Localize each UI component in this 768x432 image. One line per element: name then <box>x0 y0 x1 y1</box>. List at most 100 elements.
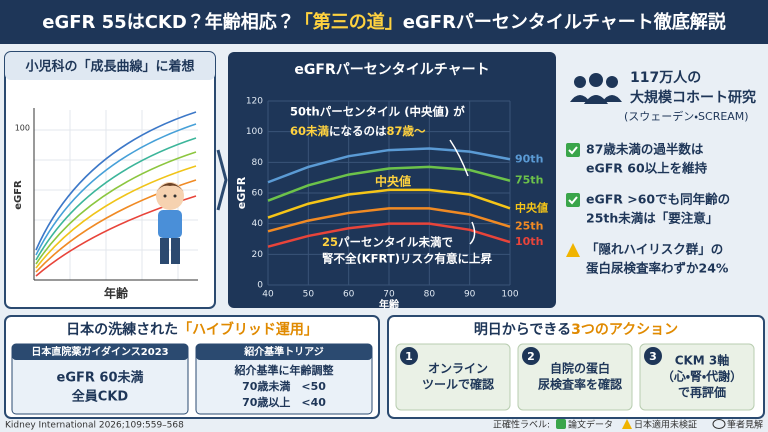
inspiration-header <box>5 52 215 80</box>
warning-icon <box>566 243 580 257</box>
annotation: 60未満になるのは87歳〜 <box>290 124 426 138</box>
annotation: 腎不全(KFRT)リスク有意に上昇 <box>322 252 492 266</box>
header-title: eGFR 55はCKD？年齢相応？「第三の道」eGFRパーセンタイルチャート徹底… <box>42 11 726 33</box>
study-item-text: 87歳未満の過半数は <box>586 142 704 157</box>
annotation-part: になるのは <box>329 124 387 138</box>
x-tick-label: 100 <box>501 290 518 300</box>
check-icon <box>566 143 580 157</box>
header-bar <box>0 0 768 44</box>
y-axis-label: eGFR <box>13 180 24 210</box>
series-line <box>267 147 511 184</box>
study-item-text: eGFR >60でも同年齢の <box>586 192 730 207</box>
annotation: 50thパーセンタイル (中央値) が <box>290 105 465 119</box>
label-title: 正確性ラベル: <box>493 419 550 431</box>
study-text: 大規模コホート研究 <box>630 89 756 106</box>
accuracy-label: 論文データ <box>568 419 613 431</box>
action-text: CKM 3軸 <box>675 353 730 368</box>
x-tick-label: 60 <box>343 290 355 300</box>
triage-text: 70歳未満 <50 <box>242 379 326 393</box>
y-tick-label: 100 <box>15 124 30 133</box>
check-icon <box>566 193 580 207</box>
y-tick-label: 100 <box>246 127 263 137</box>
triage-text: 70歳以上 <40 <box>242 395 326 409</box>
action-text: （心・腎・代謝） <box>662 369 742 384</box>
annotation-arrow <box>449 139 469 177</box>
series-label: 25th <box>515 220 543 233</box>
triage-title: 紹介基準トリアジ <box>243 345 324 358</box>
plot: 0 20 40 60 80 100 120 40 50 60 70 80 90 100 年齢 eGFR 90th… <box>235 97 548 312</box>
title-highlight: 「第三の道」 <box>295 11 403 33</box>
people-icon <box>570 73 622 104</box>
action-number: 3 <box>649 350 657 363</box>
y-axis-label: eGFR <box>235 176 248 209</box>
y-tick-label: 20 <box>252 250 264 260</box>
citation: Kidney International 2026;109:559–568 <box>5 421 184 431</box>
arrow <box>216 149 228 211</box>
series-label: 75th <box>515 174 543 187</box>
study-item-text: 「隠れハイリスク群」の <box>586 242 723 257</box>
annotation-highlight: 60未満 <box>290 124 330 138</box>
x-tick-label: 40 <box>262 290 274 300</box>
guideline-title: 日本直院薬ガイダインス2023 <box>31 345 168 358</box>
series-label: 10th <box>515 235 543 248</box>
action-text: ツールで確認 <box>422 377 494 392</box>
action-card <box>395 343 511 411</box>
study-item-text: 蛋白尿検査率わずか24% <box>586 261 729 276</box>
title-part: eGFRパーセンタイルチャート徹底解説 <box>403 11 726 33</box>
x-axis-label: 年齢 <box>379 298 400 311</box>
x-tick-label: 50 <box>303 290 315 300</box>
action-number-badge <box>644 347 662 365</box>
x-tick-label: 90 <box>464 290 476 300</box>
chart-panel <box>228 52 556 308</box>
actions-title: 明日からできる3つのアクション <box>474 322 678 338</box>
annotation: 25パーセンタイル未満で <box>322 235 453 249</box>
action-card <box>639 343 755 411</box>
guideline-text: eGFR 60未満 <box>57 370 144 386</box>
annotation-highlight: 25 <box>322 235 338 249</box>
bubble-icon <box>712 419 726 429</box>
warning-icon <box>622 419 632 429</box>
title-highlight: 3つのアクション <box>571 322 678 338</box>
title-part: eGFR 55はCKD？年齢相応？ <box>42 11 295 33</box>
action-number: 1 <box>405 350 413 363</box>
check-mark <box>568 146 578 155</box>
guideline-header <box>12 344 188 360</box>
annotation-highlight: 87歳〜 <box>387 124 427 138</box>
triage-text: 紹介基準に年齢調整 <box>234 363 335 377</box>
y-tick-label: 40 <box>252 219 264 229</box>
study-text: 117万人の <box>630 70 701 86</box>
title-part: 日本の洗練された <box>66 321 178 338</box>
series-line <box>267 222 511 248</box>
guideline-text: 全員CKD <box>72 389 129 405</box>
series-line <box>267 188 511 219</box>
x-tick-label: 80 <box>424 290 436 300</box>
study-item-text: 25th未満は「要注意」 <box>586 211 718 226</box>
triage-header <box>196 344 372 360</box>
growth-curves <box>35 111 197 277</box>
accuracy-label: 日本適用未検証 <box>634 419 697 431</box>
x-tick-label: 70 <box>383 290 395 300</box>
study-item-text: eGFR 60以上を維持 <box>586 161 708 176</box>
action-number-badge <box>522 347 540 365</box>
x-axis-label: 年齢 <box>104 286 129 301</box>
annotation-arrow <box>469 221 476 245</box>
chart-title: eGFRパーセンタイルチャート <box>294 62 489 78</box>
child-icon <box>156 182 184 264</box>
action-text: 自院の蛋白 <box>550 361 610 376</box>
median-label: 中央値 <box>375 174 411 189</box>
accuracy-label: 筆者見解 <box>727 419 763 431</box>
y-tick-label: 0 <box>257 281 263 291</box>
study-items: 87歳未満の過半数は eGFR 60以上を維持 eGFR >60でも同年齢の 25th… <box>566 142 730 276</box>
series-label: 中央値 <box>515 200 548 214</box>
action-text: 尿検査率を確認 <box>538 377 622 392</box>
series-line <box>267 165 511 202</box>
check-icon <box>556 419 566 429</box>
japan-title: 日本の洗練された「ハイブリッド運用」 <box>66 321 318 338</box>
inspiration-title: 小児科の「成長曲線」に着想 <box>25 59 194 75</box>
action-text: オンライン <box>428 362 488 376</box>
title-part: 明日からできる <box>474 322 571 338</box>
annotation-part: パーセンタイル未満で <box>338 235 453 249</box>
title-highlight: 「ハイブリッド運用」 <box>178 321 318 338</box>
